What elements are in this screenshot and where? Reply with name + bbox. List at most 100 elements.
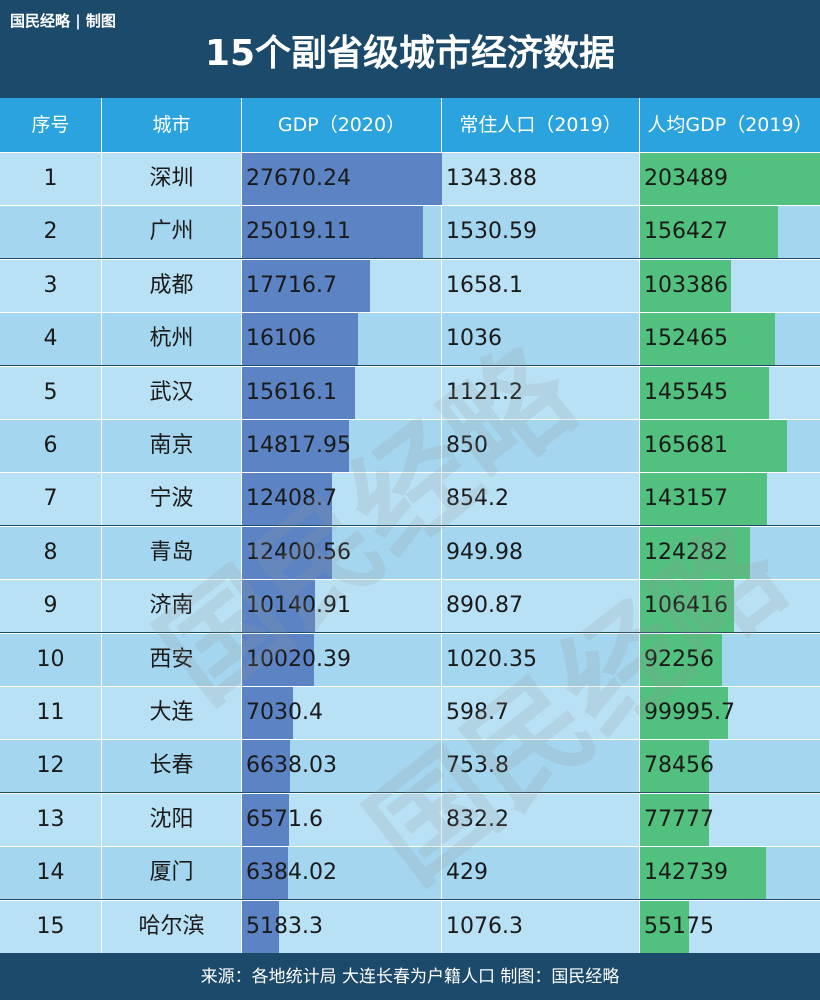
table-row: 6 南京 14817.95 850 165681 — [0, 419, 820, 472]
population-value: 854.2 — [446, 486, 509, 512]
rank-value: 4 — [43, 326, 58, 352]
gdp-cell: 12408.7 — [242, 473, 442, 526]
gdp-value: 14817.95 — [246, 433, 351, 458]
per-capita-cell: 156427 — [640, 206, 820, 259]
per-capita-bar — [640, 687, 729, 739]
population-cell: 1036 — [442, 313, 640, 366]
table-row: 12 长春 6638.03 753.8 78456 — [0, 739, 820, 793]
population-value: 1036 — [446, 326, 502, 352]
gdp-cell: 6571.6 — [242, 793, 442, 846]
per-capita-value: 124282 — [644, 539, 728, 565]
rank-value: 14 — [36, 860, 65, 886]
city-value: 大连 — [149, 700, 194, 725]
gdp-value: 10140.91 — [246, 593, 351, 619]
population-value: 1530.59 — [446, 219, 537, 245]
per-capita-cell: 152465 — [640, 313, 820, 366]
population-value: 598.7 — [446, 700, 509, 725]
population-cell: 1658.1 — [442, 259, 640, 312]
city-value: 沈阳 — [149, 806, 194, 832]
per-capita-cell: 124282 — [640, 526, 820, 579]
gdp-bar — [242, 847, 289, 900]
city-cell: 青岛 — [102, 526, 242, 579]
rank-value: 3 — [43, 272, 58, 298]
gdp-cell: 10020.39 — [242, 633, 442, 686]
rank-value: 12 — [36, 753, 65, 779]
per-capita-bar — [640, 473, 767, 526]
brand-label: 国民经略 | 制图 — [10, 12, 116, 30]
population-value: 429 — [446, 860, 488, 886]
rank-cell: 13 — [0, 793, 102, 846]
gdp-cell: 16106 — [242, 313, 442, 366]
table-row: 5 武汉 15616.1 1121.2 145545 — [0, 365, 820, 419]
table-row: 11 大连 7030.4 598.7 99995.7 — [0, 686, 820, 739]
gdp-cell: 25019.11 — [242, 206, 442, 259]
per-capita-value: 165681 — [644, 433, 728, 458]
city-value: 武汉 — [149, 379, 194, 405]
column-header-population: 常住人口（2019） — [442, 98, 640, 152]
column-header-per-capita: 人均GDP（2019） — [647, 114, 813, 136]
gdp-value: 5183.3 — [246, 913, 323, 939]
per-capita-cell: 145545 — [640, 366, 820, 419]
table-row: 13 沈阳 6571.6 832.2 77777 — [0, 792, 820, 846]
per-capita-cell: 142739 — [640, 847, 820, 900]
population-value: 1121.2 — [446, 379, 523, 405]
header: 国民经略 | 制图 15个副省级城市经济数据 — [0, 0, 820, 96]
population-cell: 1530.59 — [442, 206, 640, 259]
per-capita-value: 152465 — [644, 326, 728, 352]
population-value: 949.98 — [446, 539, 523, 565]
per-capita-bar — [640, 206, 779, 259]
city-value: 宁波 — [149, 486, 194, 512]
per-capita-bar — [640, 740, 710, 793]
gdp-cell: 6384.02 — [242, 847, 442, 900]
population-cell: 598.7 — [442, 687, 640, 739]
gdp-cell: 15616.1 — [242, 366, 442, 419]
per-capita-bar — [640, 847, 767, 900]
per-capita-value: 92256 — [644, 646, 714, 672]
city-cell: 厦门 — [102, 847, 242, 900]
gdp-value: 12408.7 — [246, 486, 337, 512]
rank-cell: 6 — [0, 420, 102, 472]
gdp-value: 6638.03 — [246, 753, 337, 779]
per-capita-cell: 103386 — [640, 259, 820, 312]
population-cell: 753.8 — [442, 740, 640, 793]
table-row: 15 哈尔滨 5183.3 1076.3 55175 — [0, 899, 820, 953]
population-value: 890.87 — [446, 593, 523, 619]
gdp-bar — [242, 153, 442, 205]
per-capita-value: 103386 — [644, 272, 728, 298]
city-cell: 哈尔滨 — [102, 900, 242, 953]
gdp-value: 6384.02 — [246, 860, 337, 886]
rank-cell: 14 — [0, 847, 102, 900]
rank-value: 11 — [36, 700, 65, 725]
population-cell: 429 — [442, 847, 640, 900]
per-capita-bar — [640, 580, 735, 633]
gdp-value: 25019.11 — [246, 219, 351, 245]
city-value: 青岛 — [149, 539, 194, 565]
city-value: 杭州 — [149, 326, 194, 352]
gdp-bar — [242, 526, 332, 579]
rank-cell: 2 — [0, 206, 102, 259]
per-capita-bar — [640, 526, 750, 579]
gdp-bar — [242, 793, 290, 846]
gdp-value: 10020.39 — [246, 646, 351, 672]
population-value: 832.2 — [446, 806, 509, 832]
gdp-value: 7030.4 — [246, 700, 323, 725]
city-cell: 成都 — [102, 259, 242, 312]
city-value: 厦门 — [149, 860, 194, 886]
gdp-bar — [242, 740, 290, 793]
population-value: 1658.1 — [446, 272, 523, 298]
population-cell: 854.2 — [442, 473, 640, 526]
gdp-value: 27670.24 — [246, 166, 351, 191]
table-row: 2 广州 25019.11 1530.59 156427 — [0, 205, 820, 259]
rank-value: 8 — [43, 539, 58, 565]
population-cell: 1076.3 — [442, 900, 640, 953]
city-cell: 沈阳 — [102, 793, 242, 846]
gdp-bar — [242, 580, 316, 633]
rank-value: 5 — [43, 379, 58, 405]
gdp-bar — [242, 259, 371, 312]
city-cell: 长春 — [102, 740, 242, 793]
gdp-value: 12400.56 — [246, 539, 351, 565]
city-value: 长春 — [149, 753, 194, 779]
page-title: 15个副省级城市经济数据 — [204, 33, 616, 74]
city-value: 深圳 — [149, 166, 194, 191]
city-cell: 南京 — [102, 420, 242, 472]
